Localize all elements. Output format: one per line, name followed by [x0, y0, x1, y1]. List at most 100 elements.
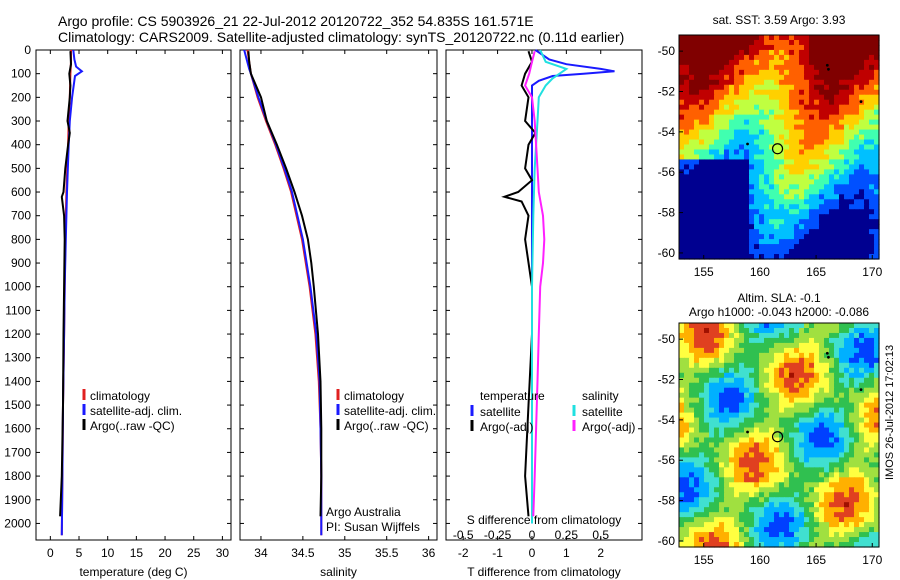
sst_map-cell	[774, 249, 780, 255]
sst_map-cell	[749, 35, 755, 41]
sst_map-cell	[684, 239, 690, 245]
sst_map-cell	[814, 204, 820, 210]
sst_map-cell	[809, 129, 815, 136]
sla_map-cell	[734, 502, 740, 508]
sla_map-cell	[864, 517, 870, 523]
sla_map-cell	[739, 377, 745, 384]
sst_map-cell	[694, 49, 700, 56]
sla_map-track-point	[859, 388, 863, 391]
sla_map-cell	[694, 412, 700, 419]
sst_map-cell	[829, 134, 835, 141]
sst_map-cell	[844, 69, 850, 76]
sst_map-cell	[694, 149, 700, 156]
sst_map-cell	[704, 109, 710, 116]
sst_map-cell	[809, 54, 815, 61]
sst_map-cell	[804, 104, 810, 111]
sla_map-cell	[874, 387, 880, 394]
sst_map-cell	[864, 149, 870, 156]
sst_map-cell	[874, 64, 880, 71]
sst_map-cell	[854, 159, 860, 166]
sst_map-cell	[774, 64, 780, 71]
sla_map-cell	[774, 402, 780, 409]
sst_map-cell	[809, 204, 815, 210]
sst_map-cell	[694, 179, 700, 185]
sst_map-cell	[854, 154, 860, 161]
sst_map-cell	[684, 174, 690, 180]
sla_map-cell	[809, 372, 815, 379]
sla_map-cell	[719, 352, 725, 359]
sla_map-cell	[749, 447, 755, 454]
sst_map-cell	[724, 224, 730, 230]
sst_map-cell	[799, 194, 805, 200]
sla_map-cell	[789, 522, 795, 528]
sst_map-cell	[819, 84, 825, 91]
sla_map-cell	[774, 392, 780, 399]
sst_map-cell	[854, 35, 860, 41]
sst_map-cell	[864, 209, 870, 215]
sla_map-cell	[799, 487, 805, 493]
sst_map-cell	[804, 79, 810, 86]
sst_map-cell	[694, 139, 700, 146]
sst_map-cell	[759, 154, 765, 161]
sst_map-cell	[834, 234, 840, 240]
sla_map-cell	[824, 332, 830, 339]
sla_map-cell	[739, 527, 745, 533]
sla_map-cell	[744, 467, 750, 473]
sst_map-cell	[749, 54, 755, 61]
sst_map-cell	[774, 179, 780, 185]
sst_map-cell	[829, 89, 835, 96]
sla_map-cell	[849, 402, 855, 409]
sst_map-cell	[824, 99, 830, 106]
sst_map-cell	[779, 74, 785, 81]
sst_map-cell	[809, 94, 815, 101]
sst_map-cell	[779, 184, 785, 190]
sst_map-cell	[774, 219, 780, 225]
sst_map-cell	[824, 35, 830, 41]
sst_map-cell	[839, 249, 845, 255]
sst_map-cell	[719, 169, 725, 175]
sst_map-cell	[869, 119, 875, 126]
sst_map-cell	[824, 79, 830, 86]
sst_map-cell	[694, 69, 700, 76]
sst_map-cell	[684, 124, 690, 131]
sla_map-cell	[734, 497, 740, 503]
sla_map-cell	[774, 362, 780, 369]
sst_map-cell	[789, 79, 795, 86]
sst_map-cell	[874, 199, 880, 205]
sla_map-cell	[714, 522, 720, 528]
sst_map-cell	[759, 194, 765, 200]
sst_map-cell	[724, 79, 730, 86]
sst_map-cell	[714, 99, 720, 106]
sst_map-cell	[859, 49, 865, 56]
sla_map-cell	[739, 522, 745, 528]
sst_map-cell	[764, 204, 770, 210]
depth-tick-label: 1400	[4, 374, 31, 388]
sla_map-cell	[859, 517, 865, 523]
sla_map-cell	[864, 417, 870, 424]
sla_map-cell	[749, 462, 755, 468]
sst_map-cell	[784, 234, 790, 240]
sst_map-cell	[794, 104, 800, 111]
sla_map-cell	[814, 517, 820, 523]
sst_map-cell	[684, 154, 690, 161]
sst_map-cell	[819, 229, 825, 235]
sla_map-cell	[774, 532, 780, 538]
sst_map-cell	[819, 239, 825, 245]
sst_map-cell	[679, 214, 685, 220]
sla_map-cell	[764, 427, 770, 434]
sst_map-title: sat. SST: 3.59 Argo: 3.93	[713, 13, 846, 27]
sst_map-cell	[699, 194, 705, 200]
sla_map-cell	[849, 327, 855, 334]
sst_map-cell	[724, 174, 730, 180]
sst_map-cell	[754, 124, 760, 131]
sla_map-cell	[684, 332, 690, 339]
sla_map-cell	[864, 362, 870, 369]
sst_map-cell	[764, 84, 770, 91]
sst_map-cell	[699, 199, 705, 205]
sst_map-cell	[694, 94, 700, 101]
sla_map-cell	[694, 512, 700, 518]
sst_map-cell	[834, 194, 840, 200]
sst_map-cell	[784, 254, 790, 260]
sst_map-cell	[869, 239, 875, 245]
sst_map-cell	[709, 249, 715, 255]
